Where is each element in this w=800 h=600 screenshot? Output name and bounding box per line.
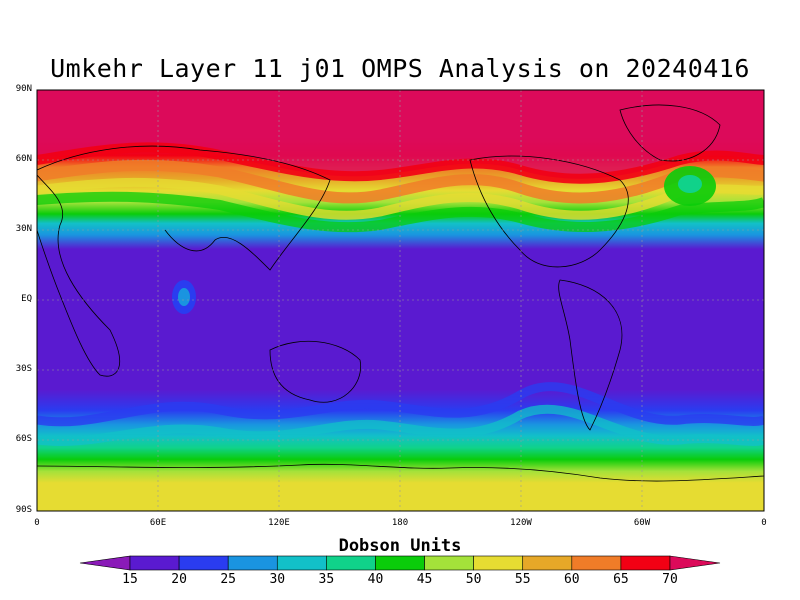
southern-wave-cyan	[37, 404, 764, 446]
colorbar-label: 65	[613, 572, 629, 587]
lat-tick: 60N	[15, 154, 32, 164]
lat-tick: EQ	[21, 294, 32, 304]
colorbar-label: 55	[514, 572, 531, 587]
colorbar-swatch	[522, 555, 573, 571]
colorbar-swatch	[571, 555, 622, 571]
colorbar-label: 50	[465, 572, 482, 587]
colorbar-swatch	[375, 555, 425, 571]
antarctica-coast	[37, 463, 764, 482]
colorbar-label: 35	[318, 572, 335, 587]
colorbar	[79, 555, 721, 571]
lon-tick: 180	[391, 518, 409, 528]
lat-tick: 90S	[15, 505, 32, 515]
colorbar-label: 30	[269, 572, 286, 587]
eurasia-coast	[37, 145, 331, 271]
africa-coast	[37, 174, 121, 377]
australia-coast	[269, 340, 362, 403]
colorbar-swatch	[178, 555, 229, 571]
colorbar-under-arrow	[79, 555, 131, 571]
colorbar-swatch	[620, 555, 671, 571]
lat-tick: 30N	[15, 224, 32, 234]
plot-title: Umkehr Layer 11 j01 OMPS Analysis on 202…	[50, 54, 750, 83]
south-america-coast	[558, 279, 623, 431]
atlantic-ozone-blob-core	[678, 175, 702, 193]
greenland-coast	[619, 104, 721, 162]
lon-tick: 120E	[268, 518, 290, 528]
colorbar-swatch	[227, 555, 278, 571]
lon-tick: 0	[34, 518, 40, 528]
colorbar-swatch	[129, 555, 180, 571]
lon-tick: 120W	[510, 518, 532, 528]
colorbar-swatch	[473, 555, 524, 571]
lat-tick: 90N	[15, 84, 32, 94]
colorbar-label: 70	[662, 572, 678, 587]
graticule	[37, 90, 764, 511]
lon-tick: 60E	[149, 518, 167, 528]
lon-tick: 60W	[633, 518, 651, 528]
southern-wave	[37, 382, 764, 427]
colorbar-over-arrow	[669, 555, 721, 571]
colorbar-label: 25	[220, 572, 236, 587]
colorbar-swatch	[424, 555, 474, 571]
lat-tick: 60S	[15, 434, 32, 444]
colorbar-label: 20	[171, 572, 187, 587]
colorbar-swatch	[276, 555, 327, 571]
colorbar-label: 60	[563, 572, 580, 587]
ozone-field	[37, 90, 764, 511]
indian-ocean-spot-core	[178, 288, 190, 306]
northern-green-band	[37, 191, 764, 233]
colorbar-title: Dobson Units	[338, 536, 462, 556]
colorbar-label: 45	[416, 572, 433, 587]
northern-jet-wave	[37, 90, 764, 179]
colorbar-swatch	[326, 555, 376, 571]
lat-tick: 30S	[15, 364, 32, 374]
lon-tick: 0	[761, 518, 767, 528]
map-frame	[36, 89, 765, 512]
colorbar-label: 15	[122, 572, 138, 587]
colorbar-label: 40	[367, 572, 384, 587]
northern-red-rim	[37, 142, 764, 184]
